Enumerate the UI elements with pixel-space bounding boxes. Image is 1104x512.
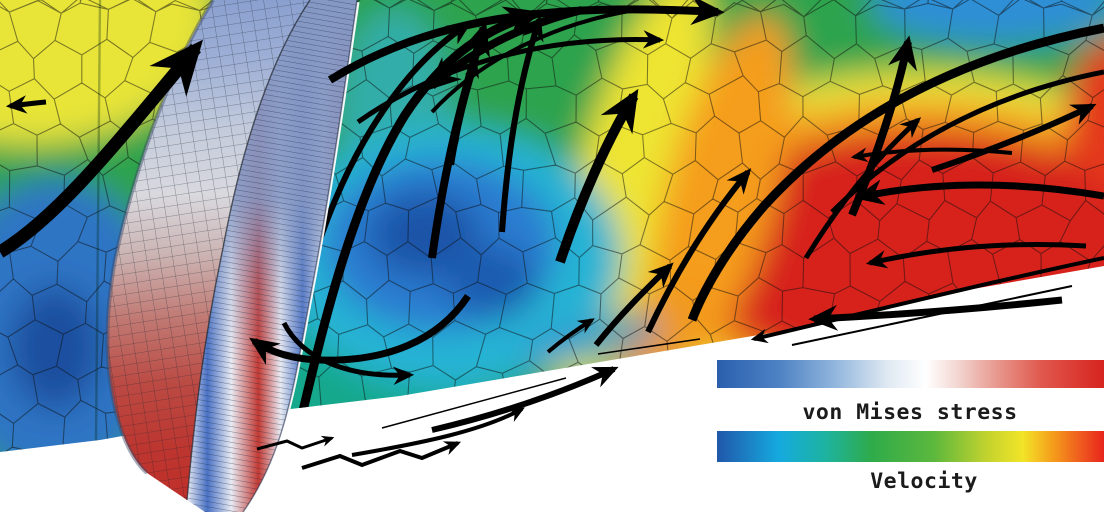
streamline-arrow (351, 407, 525, 457)
streamline-arrow (865, 242, 1087, 269)
streamlines (0, 0, 1104, 470)
streamline-arrow (249, 294, 471, 365)
streamline-arrow (281, 321, 415, 386)
streamline-arrow (5, 95, 47, 114)
streamline-tail (381, 377, 567, 429)
plate-corner-line (186, 0, 311, 501)
streamline-arrow (301, 441, 462, 470)
streamline-arrow (428, 21, 490, 259)
streamline-arrow (546, 318, 595, 354)
streamline-arrow (645, 168, 752, 334)
streamline-tail (430, 6, 649, 114)
streamline-arrow (256, 435, 335, 451)
plate-side-ribs (187, 0, 357, 512)
plate-right-edge (242, 0, 358, 512)
streamline-arrow (431, 366, 619, 433)
streamline-tail (597, 338, 701, 355)
streamline-arrow (850, 147, 1013, 163)
streamline-arrow (931, 103, 1097, 173)
streamline-arrow (555, 88, 639, 264)
plate-front-mesh (107, 0, 310, 500)
streamline-arrow (854, 179, 1104, 205)
legend: von Mises stress Velocity (717, 360, 1104, 494)
streamline-arrow (0, 39, 204, 258)
streamline-arrow (327, 0, 725, 84)
elastic-plate (105, 0, 358, 512)
stress-colorbar (717, 360, 1104, 388)
streamline-arrow (750, 256, 1104, 344)
velocity-colorbar-label: Velocity (870, 469, 978, 494)
domain-fold-line (94, 0, 102, 443)
stress-colorbar-label: von Mises stress (802, 400, 1017, 425)
streamline-arrow (593, 262, 674, 347)
streamline-tail (791, 285, 1073, 346)
streamline-arrow (356, 30, 665, 125)
streamline-arrow (499, 15, 544, 233)
velocity-colorbar (717, 431, 1104, 462)
streamline-arrow (450, 60, 479, 166)
streamline-tail (687, 23, 1104, 322)
